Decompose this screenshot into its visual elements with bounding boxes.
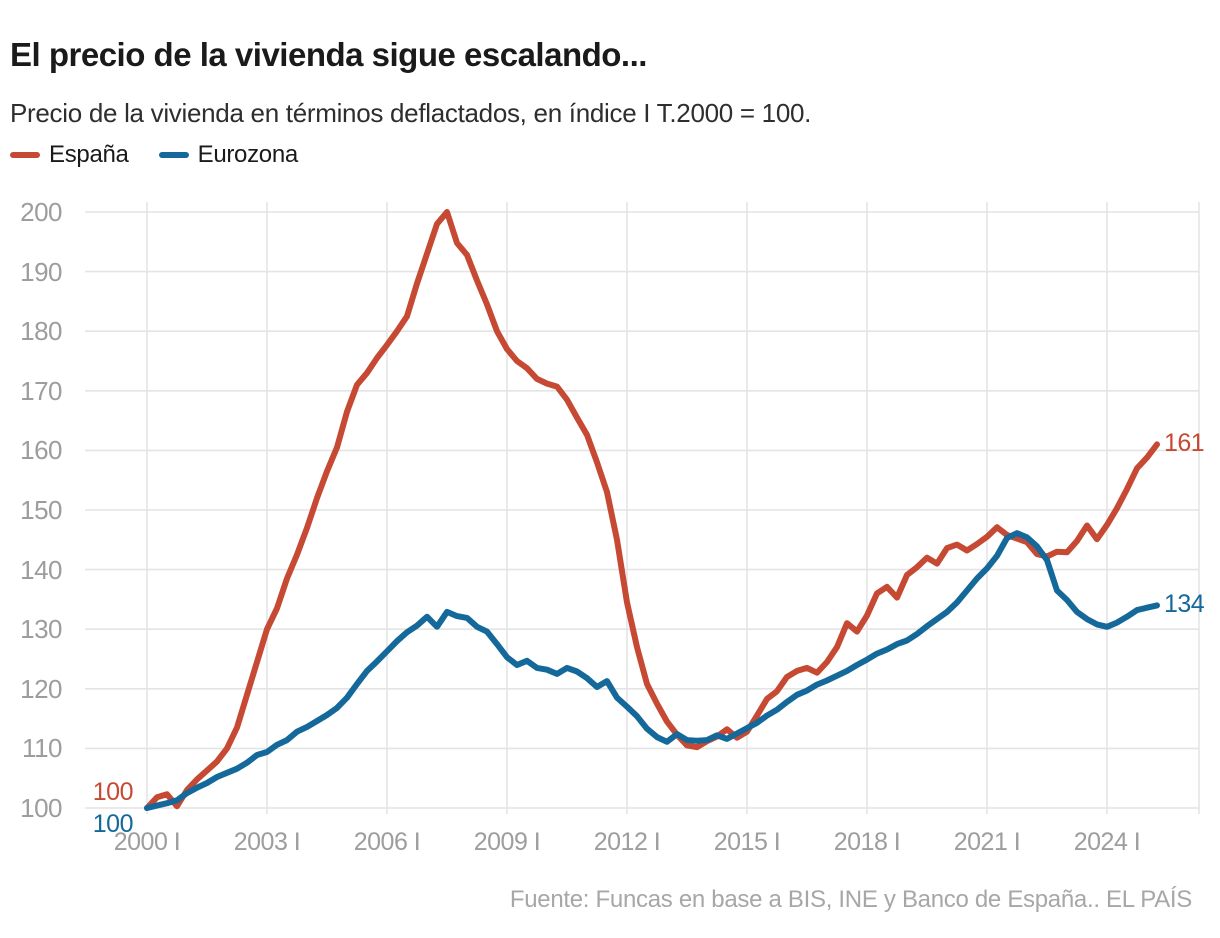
y-axis-tick-label: 160 xyxy=(20,435,62,466)
legend-label-eurozona: Eurozona xyxy=(197,141,299,168)
x-axis-tick-label: 2009 I xyxy=(473,828,541,856)
legend-item-espana: España xyxy=(10,141,129,169)
x-axis-tick-label: 2006 I xyxy=(353,828,421,856)
y-axis-tick-label: 150 xyxy=(20,495,62,525)
x-axis-tick-label: 2021 I xyxy=(953,828,1021,856)
y-axis-tick-label: 140 xyxy=(20,554,62,585)
source-note: Fuente: Funcas en base a BIS, INE y Banc… xyxy=(509,886,1192,913)
y-axis-tick-label: 190 xyxy=(20,256,62,287)
y-axis-tick-label: 200 xyxy=(20,197,62,227)
spain-end-label: 161 xyxy=(1164,429,1205,458)
espana-line-swatch-icon xyxy=(10,152,40,158)
page-title: El precio de la vivienda sigue escalando… xyxy=(10,36,647,74)
y-axis-tick-label: 130 xyxy=(20,614,62,645)
y-axis-tick-label: 180 xyxy=(20,316,62,347)
spain-line xyxy=(144,209,1160,811)
eurozone-line xyxy=(144,530,1160,811)
x-axis-tick-label: 2015 I xyxy=(713,828,781,856)
legend-label-espana: España xyxy=(49,141,129,168)
x-axis-tick-label: 2012 I xyxy=(593,828,661,856)
x-axis-tick-label: 2003 I xyxy=(233,828,301,856)
x-axis-tick-label: 2024 I xyxy=(1073,828,1141,856)
legend-item-eurozona: Eurozona xyxy=(158,141,299,169)
y-axis-tick-label: 120 xyxy=(20,673,62,704)
y-axis-tick-label: 110 xyxy=(22,733,62,764)
y-axis-tick-label: 100 xyxy=(20,793,62,823)
chart-subtitle: Precio de la vivienda en términos deflac… xyxy=(10,98,812,128)
eurozona-line-swatch-icon xyxy=(158,152,189,158)
spain-start-label: 100 xyxy=(92,778,134,806)
x-axis-tick-label: 2000 I xyxy=(113,828,181,856)
x-axis-tick-label: 2018 I xyxy=(833,828,901,856)
y-axis-tick-label: 170 xyxy=(20,375,62,406)
legend: España Eurozona xyxy=(10,141,298,169)
eurozone-end-label: 134 xyxy=(1164,590,1205,619)
eurozone-start-label: 100 xyxy=(92,810,134,838)
